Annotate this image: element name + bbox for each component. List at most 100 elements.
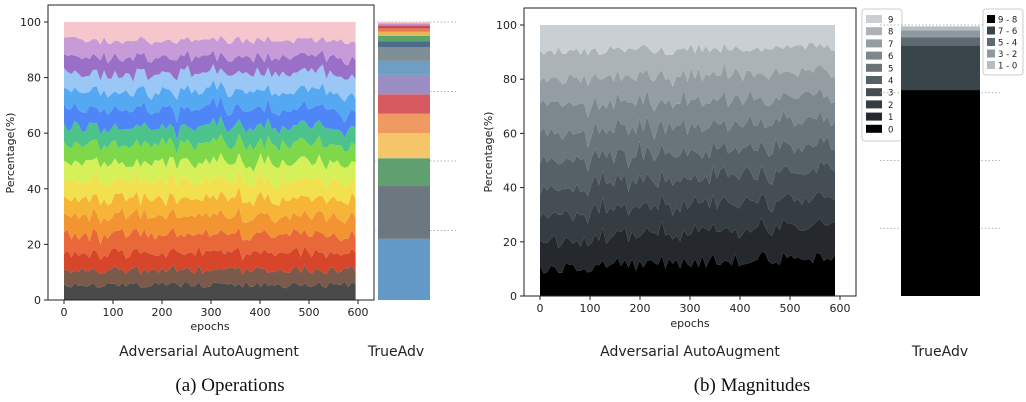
bar-segment-13 <box>378 25 430 29</box>
bar-segment-15 <box>378 22 430 24</box>
legend-label: 9 <box>888 16 893 26</box>
area-band-9 <box>540 25 835 56</box>
legend-swatch <box>987 61 995 69</box>
x-axis-label: epochs <box>190 320 229 333</box>
x-tick-label: 500 <box>780 302 801 315</box>
x-tick-label: 200 <box>152 306 173 319</box>
y-axis-label: Percentage(%) <box>482 112 495 193</box>
x-axis-label: epochs <box>670 317 709 330</box>
area-band-13 <box>64 50 356 82</box>
bar-segment-4 <box>901 26 980 31</box>
legend-label: 3 <box>888 89 893 99</box>
area-band-14 <box>64 35 356 66</box>
area-band-1 <box>64 264 356 289</box>
magnitudes-trueadv-bar: 9 - 87 - 6 5 - 43 - 2 1 - 0 TrueAdv <box>880 8 1024 360</box>
bar-segment-3 <box>901 30 980 38</box>
legend-swatch <box>866 100 882 109</box>
legend-label: 4 <box>888 77 893 87</box>
y-tick-label: 80 <box>27 72 41 85</box>
y-axis-label: Percentage(%) <box>4 113 17 194</box>
area-band-8 <box>540 42 835 88</box>
x-tick-label: 500 <box>299 306 320 319</box>
legend-label: 9 - 8 <box>998 16 1017 26</box>
y-tick-label: 0 <box>510 290 517 303</box>
legend-swatch <box>987 38 995 46</box>
area-band-11 <box>64 79 356 123</box>
legend-swatch <box>866 76 882 84</box>
legend-swatch <box>866 124 882 133</box>
legend-swatch <box>866 63 882 72</box>
y-tick-label: 80 <box>503 73 517 86</box>
bar-title: TrueAdv <box>367 344 424 360</box>
bar-segment-8 <box>378 47 430 61</box>
y-tick-label: 40 <box>503 182 517 195</box>
legend-swatch <box>866 51 882 60</box>
x-tick-label: 300 <box>201 306 222 319</box>
bar-title: TrueAdv <box>911 344 968 360</box>
legend-swatch <box>987 49 995 58</box>
area-band-8 <box>64 133 356 172</box>
area-band-15 <box>64 22 356 45</box>
legend-label: 7 <box>888 40 893 50</box>
x-tick-label: 100 <box>580 302 601 315</box>
operations-trueadv-bar: TrueAdv <box>367 21 458 360</box>
y-tick-label: 0 <box>34 294 41 307</box>
area-band-2 <box>64 246 356 275</box>
bar-segment-10 <box>378 35 430 42</box>
legend-label: 2 <box>888 101 893 111</box>
x-tick-label: 0 <box>537 302 544 315</box>
legend-swatch <box>866 27 882 36</box>
area-band-10 <box>64 95 356 140</box>
area-band-5 <box>540 111 835 172</box>
bar-segment-2 <box>378 158 430 187</box>
bar-segment-6 <box>378 74 430 95</box>
y-tick-label: 20 <box>503 236 517 249</box>
y-tick-label: 20 <box>27 238 41 251</box>
bar-segment-1 <box>378 186 430 239</box>
area-band-4 <box>64 206 356 245</box>
bar-segment-3 <box>378 133 430 159</box>
bar-segment-9 <box>378 41 430 48</box>
area-band-4 <box>540 136 835 197</box>
area-band-7 <box>64 152 356 191</box>
bar-segment-0 <box>378 238 430 300</box>
area-band-7 <box>540 62 835 118</box>
legend-label: 0 <box>888 125 893 135</box>
area-band-3 <box>540 161 835 224</box>
x-tick-label: 600 <box>830 302 851 315</box>
x-tick-label: 200 <box>630 302 651 315</box>
legend-label: 5 <box>888 64 893 74</box>
caption: (a) Operations <box>175 375 284 396</box>
legend-label: 5 - 4 <box>998 39 1017 49</box>
area-band-0 <box>64 281 356 300</box>
legend: 9 - 87 - 6 5 - 43 - 2 1 - 0 <box>982 8 1024 76</box>
legend-label: 8 <box>888 28 893 38</box>
legend: 9 8 7 6 5 4 3 2 1 0 <box>861 8 903 142</box>
legend-swatch <box>987 15 995 23</box>
area-band-6 <box>64 167 356 207</box>
x-tick-label: 100 <box>103 306 124 319</box>
y-tick-label: 40 <box>27 183 41 196</box>
area-band-1 <box>540 217 835 274</box>
area-band-6 <box>540 88 835 148</box>
legend-swatch <box>866 39 882 48</box>
legend-frame <box>982 8 1024 76</box>
x-tick-label: 300 <box>680 302 701 315</box>
bar-segment-0 <box>901 90 980 296</box>
area-band-3 <box>64 227 356 261</box>
x-tick-label: 400 <box>730 302 751 315</box>
bar-segment-2 <box>901 37 980 46</box>
bar-segment-5 <box>378 94 430 114</box>
bar-segment-7 <box>378 60 430 75</box>
legend-label: 7 - 6 <box>998 27 1017 37</box>
bar-segment-14 <box>378 23 430 26</box>
y-tick-label: 60 <box>503 127 517 140</box>
area-band-2 <box>540 192 835 249</box>
legend-label: 3 - 2 <box>998 50 1017 60</box>
legend-swatch <box>866 88 882 97</box>
legend-label: 1 <box>888 113 893 123</box>
area-band-0 <box>540 252 835 296</box>
